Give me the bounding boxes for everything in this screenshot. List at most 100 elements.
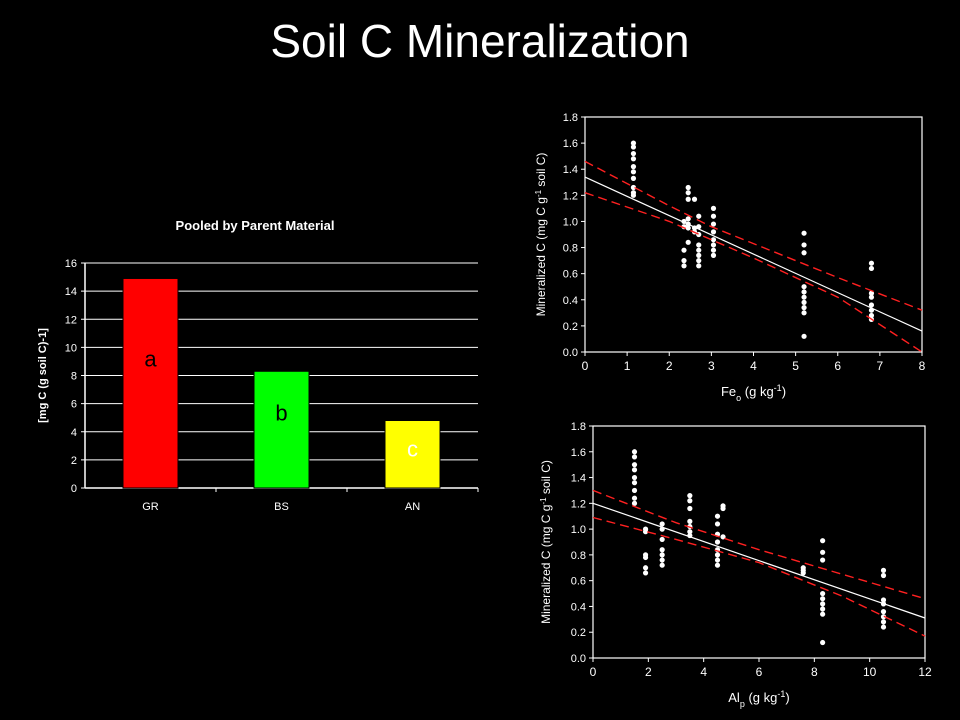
x-tick-label: 6 — [834, 359, 841, 373]
x-tick-label: 2 — [666, 359, 673, 373]
data-point — [631, 500, 638, 506]
data-point — [696, 252, 702, 258]
y-tick-label: 12 — [65, 314, 77, 326]
y-tick-label: 0.8 — [571, 550, 586, 562]
x-tick-label: GR — [142, 501, 159, 513]
x-tick-label: 4 — [700, 665, 707, 679]
data-point — [714, 552, 721, 558]
data-point — [631, 462, 638, 468]
data-point — [631, 487, 638, 494]
plot-area — [584, 116, 923, 353]
y-tick-label: 1.6 — [563, 138, 578, 150]
y-tick-label: 0.2 — [571, 627, 586, 639]
y-axis-label: Mineralized C (mg C g-1 soil C) — [539, 460, 554, 624]
data-point — [642, 565, 649, 571]
data-point — [659, 521, 665, 527]
data-point — [685, 225, 691, 231]
y-tick-label: 0 — [71, 483, 77, 495]
data-point — [630, 184, 637, 191]
data-point — [868, 294, 875, 300]
data-point — [880, 597, 887, 603]
data-point — [687, 529, 693, 535]
data-point — [659, 562, 665, 568]
y-tick-label: 14 — [65, 286, 77, 298]
y-tick-label: 0.8 — [563, 243, 578, 255]
bar-gr — [122, 277, 179, 489]
x-tick-label: 2 — [645, 665, 652, 679]
data-point — [642, 529, 649, 535]
data-point — [631, 495, 638, 501]
data-point — [720, 505, 726, 512]
plot-area — [592, 425, 926, 659]
data-point — [801, 333, 807, 339]
y-tick-label: 0.4 — [571, 601, 586, 613]
x-tick-label: 5 — [792, 359, 799, 373]
y-tick-label: 1.2 — [571, 498, 586, 510]
data-point — [659, 552, 665, 558]
data-point — [687, 505, 693, 512]
data-point — [720, 534, 726, 540]
data-point — [880, 619, 887, 625]
data-point — [801, 289, 807, 295]
data-point — [630, 164, 637, 170]
significance-letter: a — [144, 346, 157, 371]
x-tick-label: 7 — [877, 359, 884, 373]
data-point — [685, 196, 691, 202]
y-tick-label: 1.4 — [563, 164, 578, 176]
data-point — [820, 557, 826, 563]
y-tick-label: 0.2 — [563, 321, 578, 333]
bar-an — [384, 420, 441, 489]
y-tick-label: 2 — [71, 455, 77, 467]
data-point — [630, 150, 637, 157]
x-tick-label: 3 — [708, 359, 715, 373]
data-point — [714, 513, 721, 519]
data-point — [630, 192, 637, 198]
bar-bs — [253, 370, 310, 489]
data-point — [820, 549, 826, 555]
data-point — [710, 213, 717, 219]
data-point — [659, 557, 665, 563]
data-point — [710, 221, 717, 227]
data-point — [631, 480, 638, 486]
y-tick-label: 0.0 — [571, 653, 586, 665]
data-point — [820, 596, 826, 602]
x-tick-label: 4 — [750, 359, 757, 373]
data-point — [868, 290, 875, 296]
data-point — [868, 312, 875, 319]
x-axis-label: Alp (g kg-1) — [728, 689, 789, 709]
significance-letter: c — [407, 437, 418, 462]
data-point — [659, 536, 665, 543]
data-point — [880, 567, 887, 573]
data-point — [800, 570, 806, 576]
slide-title: Soil C Mineralization — [270, 15, 690, 67]
data-point — [687, 493, 693, 499]
data-point — [630, 175, 637, 181]
lower-confidence-line — [584, 192, 923, 353]
upper-confidence-line — [592, 489, 926, 600]
data-point — [710, 229, 717, 235]
data-point — [801, 310, 807, 316]
significance-letter: b — [275, 400, 287, 425]
y-tick-label: 1.0 — [571, 524, 586, 536]
al-scatter-chart: 0 2 4 6 8 10 12 0.0 0.2 0.4 0.6 0.8 1.0 1.2 1.4 1.6 1.8 A… — [539, 421, 932, 709]
data-point — [687, 518, 693, 524]
data-point — [631, 474, 638, 481]
data-point — [630, 140, 637, 146]
data-point — [801, 305, 807, 311]
y-tick-label: 0.6 — [571, 576, 586, 588]
data-point — [659, 547, 665, 553]
data-point — [630, 156, 637, 162]
data-point — [820, 639, 826, 646]
data-point — [630, 169, 637, 175]
data-point — [631, 467, 638, 473]
y-tick-label: 1.8 — [563, 112, 578, 124]
regression-line — [584, 176, 923, 332]
data-point — [820, 538, 826, 544]
data-point — [696, 213, 702, 219]
x-tick-label: 0 — [582, 359, 589, 373]
x-tick-label: 10 — [863, 665, 877, 679]
data-point — [868, 260, 875, 266]
data-point — [685, 239, 691, 245]
y-tick-label: 0.4 — [563, 295, 578, 307]
data-point — [714, 562, 721, 568]
